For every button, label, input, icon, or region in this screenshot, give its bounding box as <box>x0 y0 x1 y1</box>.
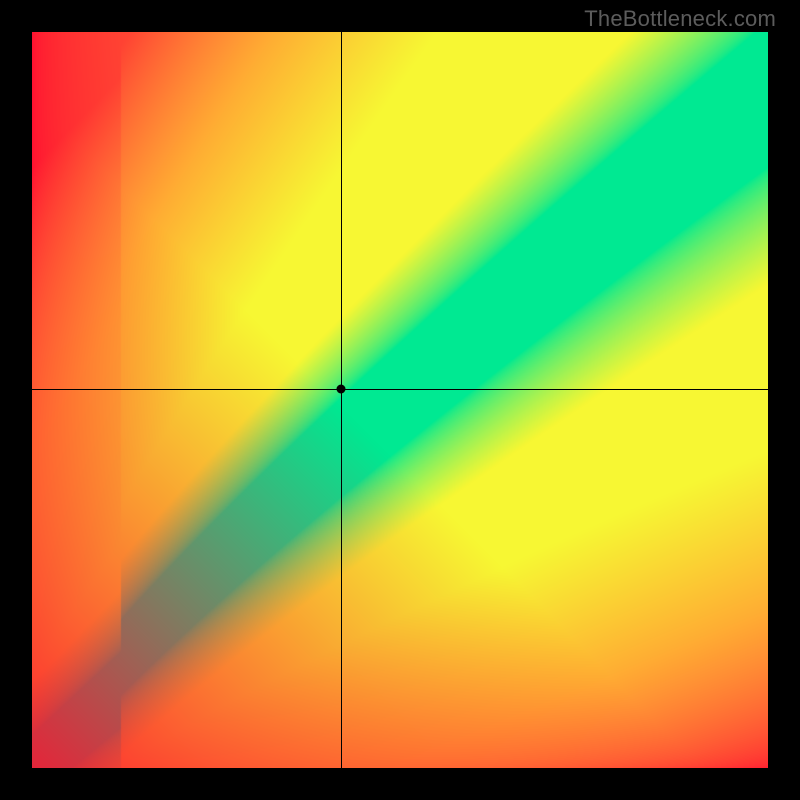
crosshair-horizontal <box>32 389 768 390</box>
crosshair-vertical <box>341 32 342 768</box>
heatmap-chart <box>32 32 768 768</box>
heatmap-canvas <box>32 32 768 768</box>
watermark-text: TheBottleneck.com <box>584 6 776 32</box>
crosshair-marker-dot <box>337 384 346 393</box>
